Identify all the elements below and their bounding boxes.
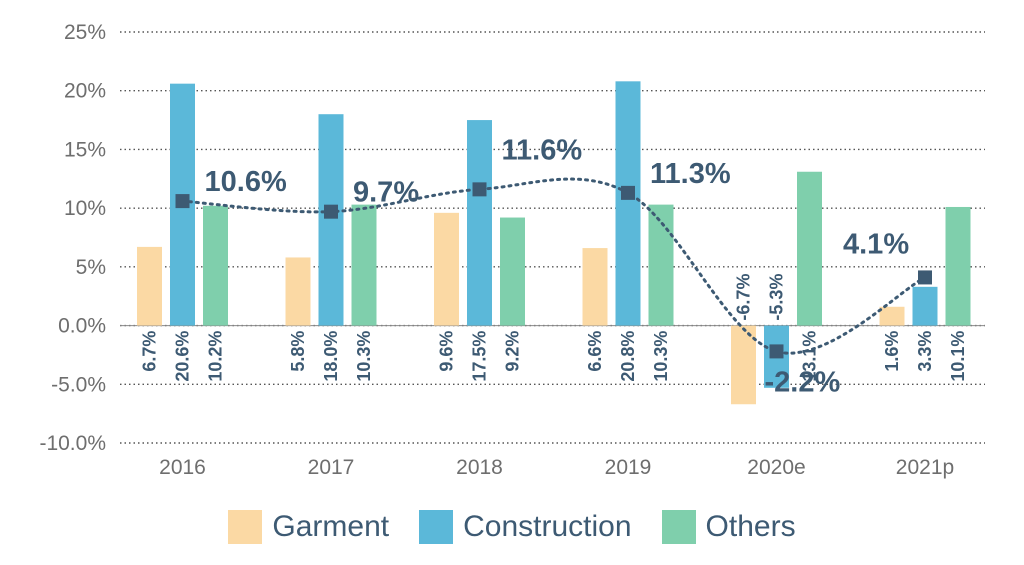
line-marker — [175, 194, 190, 209]
bar-label-others-2019: 10.3% — [651, 331, 671, 382]
bar-construction-2019 — [615, 81, 641, 326]
bar-garment-2019 — [582, 248, 608, 326]
legend: Garment Construction Others — [0, 510, 1024, 544]
bar-label-others-2020e: 13.1% — [800, 331, 820, 382]
bar-label-construction-2019: 20.8% — [618, 331, 638, 382]
legend-swatch-construction — [419, 510, 454, 544]
legend-label-garment: Garment — [272, 510, 390, 543]
line-marker — [918, 270, 932, 285]
y-tick-label: 25% — [64, 21, 106, 44]
bar-label-garment-2020e: -6.7% — [734, 274, 754, 321]
bar-others-2019 — [648, 204, 674, 326]
legend-item-others: Others — [661, 510, 796, 544]
bar-others-2017 — [351, 204, 377, 326]
legend-item-garment: Garment — [228, 510, 389, 544]
line-value-label: 11.6% — [502, 134, 583, 166]
bar-label-garment-2017: 5.8% — [288, 331, 308, 372]
line-marker — [472, 182, 487, 197]
line-value-label: 10.6% — [205, 166, 287, 198]
bar-garment-2020e — [731, 325, 756, 405]
y-tick-label: 15% — [64, 138, 106, 161]
y-tick-label: -10.0% — [39, 432, 106, 455]
y-tick-label: 5% — [76, 256, 106, 279]
y-tick-label: -5.0% — [51, 373, 106, 396]
bar-label-construction-2017: 18.0% — [321, 331, 341, 382]
bar-label-construction-2016: 20.6% — [173, 331, 193, 382]
bar-construction-2018 — [467, 120, 492, 326]
line-marker — [769, 344, 784, 359]
legend-item-construction: Construction — [419, 510, 632, 544]
bar-garment-2017 — [285, 257, 311, 326]
total-line-path — [181, 177, 927, 355]
bar-label-others-2017: 10.3% — [354, 331, 374, 382]
bar-construction-2021p — [912, 286, 938, 326]
legend-label-others: Others — [705, 510, 796, 543]
line-marker — [324, 204, 338, 219]
bar-label-construction-2020e: -5.3% — [767, 274, 787, 321]
bar-label-construction-2021p: 3.3% — [915, 331, 935, 372]
line-value-label: 4.1% — [843, 228, 909, 260]
y-tick-label: 10% — [64, 197, 106, 220]
bar-others-2021p — [945, 206, 971, 326]
bar-label-construction-2018: 17.5% — [470, 331, 490, 382]
line-value-label: 9.7% — [353, 177, 419, 209]
x-tick-label: 2018 — [456, 456, 503, 479]
legend-swatch-others — [661, 510, 696, 544]
x-axis-labels: 2016 2017 2018 2019 2020e 2021p — [159, 456, 954, 479]
legend-label-construction: Construction — [463, 510, 632, 543]
bar-label-garment-2016: 6.7% — [140, 331, 160, 372]
x-tick-label: 2020e — [747, 456, 805, 479]
total-line: 10.6% 9.7% 11.6% 11.3% -2.2% 4.1% — [175, 134, 932, 398]
bar-construction-2017 — [318, 114, 344, 326]
legend-swatch-garment — [228, 510, 263, 544]
y-axis-ticks: 25% 20% 15% 10% 5% 0.0% -5.0% -10.0% — [39, 21, 106, 455]
line-marker — [621, 185, 635, 200]
bar-label-garment-2019: 6.6% — [585, 331, 605, 372]
line-value-label: 11.3% — [650, 158, 731, 190]
x-tick-label: 2017 — [308, 456, 355, 479]
bar-garment-2021p — [879, 306, 905, 326]
bar-garment-2018 — [434, 212, 459, 326]
y-tick-label: 20% — [64, 80, 106, 103]
bar-others-2018 — [500, 217, 525, 326]
bar-label-garment-2021p: 1.6% — [882, 331, 902, 372]
bar-others-2020e — [797, 171, 822, 326]
line-value-label: -2.2% — [765, 366, 841, 398]
x-tick-label: 2019 — [605, 456, 652, 479]
x-tick-label: 2021p — [896, 456, 954, 479]
bar-others-2016 — [203, 205, 228, 326]
grid-lines — [120, 31, 985, 444]
x-tick-label: 2016 — [159, 456, 206, 479]
bar-label-others-2021p: 10.1% — [948, 331, 968, 382]
bar-garment-2016 — [137, 246, 162, 326]
bar-label-garment-2018: 9.6% — [437, 331, 457, 372]
bar-label-others-2018: 9.2% — [503, 331, 523, 372]
y-tick-label: 0.0% — [58, 315, 106, 338]
bar-labels: 6.7% 20.6% 10.2% 5.8% 18.0% 10.3% 9.6% 17.5% 9.2… — [140, 274, 969, 382]
bar-label-others-2016: 10.2% — [206, 331, 226, 382]
